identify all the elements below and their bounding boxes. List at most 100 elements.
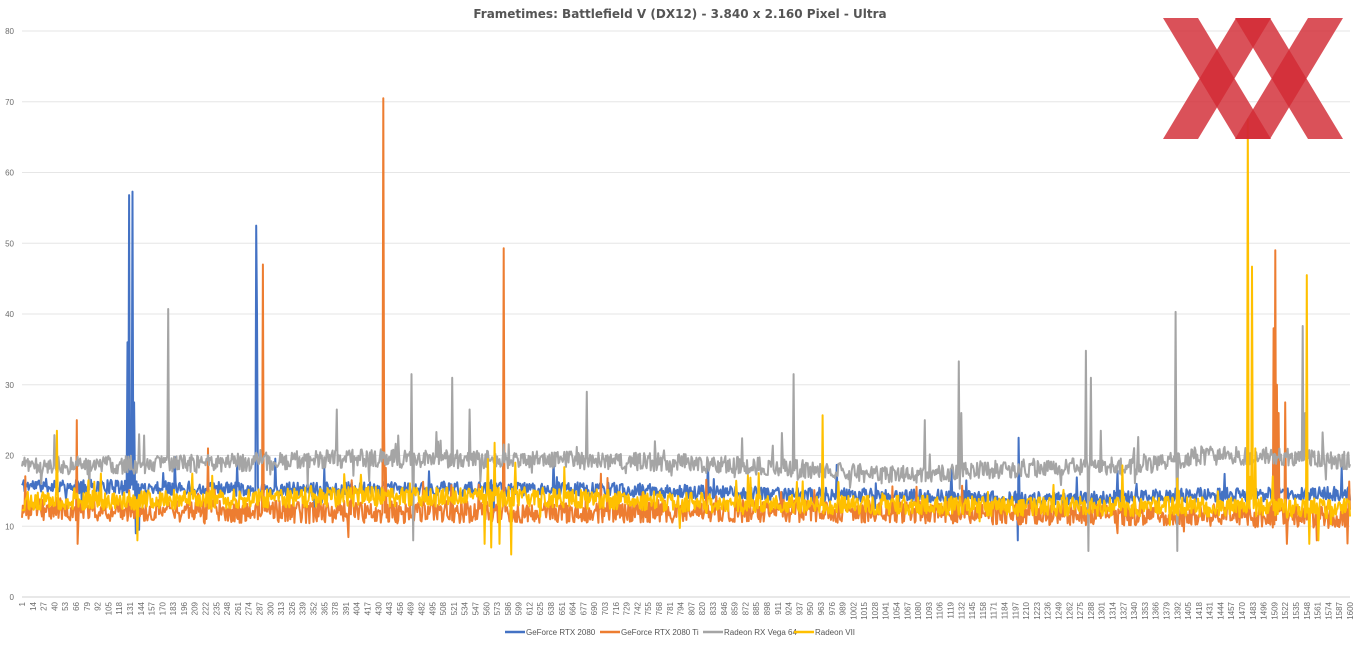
x-tick-label: 66 [72,601,81,610]
x-tick-label: 1288 [1087,601,1096,619]
x-tick-label: 391 [342,601,351,615]
x-tick-label: 768 [655,601,664,615]
x-tick-label: 183 [169,601,178,615]
x-tick-label: 1470 [1238,601,1247,619]
x-tick-label: 729 [623,601,632,615]
y-tick-label: 70 [5,98,14,107]
x-tick-label: 963 [817,601,826,615]
x-tick-label: 300 [266,601,275,615]
x-tick-label: 1327 [1119,601,1128,619]
x-tick-label: 703 [601,601,610,615]
x-tick-label: 677 [579,601,588,615]
x-tick-label: 274 [245,601,254,615]
x-tick-label: 1119 [947,601,956,618]
x-tick-label: 1262 [1065,601,1074,619]
x-tick-label: 651 [558,601,567,615]
x-tick-label: 638 [547,601,556,615]
x-tick-label: 1379 [1162,601,1171,619]
x-tick-label: 118 [115,601,124,614]
x-tick-label: 14 [29,601,38,610]
logo-band [1235,18,1343,139]
x-tick-label: 833 [709,601,718,615]
x-tick-label: 326 [288,601,297,615]
x-tick-label: 1223 [1033,601,1042,619]
x-tick-label: 586 [504,601,513,615]
x-tick-label: 1236 [1044,601,1053,619]
x-tick-label: 534 [461,601,470,615]
x-tick-label: 40 [50,601,59,610]
y-axis-ticks: 0 10 20 30 40 50 60 70 80 [5,27,14,602]
x-tick-label: 521 [450,601,459,615]
x-tick-label: 144 [137,601,146,615]
x-tick-label: 443 [385,601,394,615]
x-tick-label: 755 [644,601,653,615]
x-tick-label: 131 [126,601,135,615]
x-tick-label: 79 [83,601,92,610]
y-tick-label: 50 [5,239,14,248]
x-tick-label: 196 [180,601,189,615]
x-tick-label: 716 [612,601,621,615]
x-tick-label: 27 [40,601,49,610]
x-tick-label: 1054 [893,601,902,619]
x-tick-label: 820 [698,601,707,615]
x-tick-label: 1405 [1184,601,1193,619]
x-tick-label: 911 [774,601,783,614]
x-tick-label: 1587 [1335,601,1344,619]
legend-item: GeForce RTX 2080 Ti [600,628,699,637]
xx-logo-watermark [1163,18,1343,139]
x-tick-label: 1548 [1303,601,1312,619]
x-tick-label: 508 [439,601,448,615]
x-tick-label: 365 [320,601,329,615]
x-tick-label: 1015 [860,601,869,619]
x-tick-label: 1 [18,601,27,606]
x-tick-label: 664 [569,601,578,615]
x-tick-label: 807 [687,601,696,615]
series-line-radeon-rx-vega-64 [21,308,1351,552]
x-tick-label: 989 [839,601,848,615]
x-tick-label: 612 [525,601,534,615]
legend-label: Radeon RX Vega 64 [724,628,797,637]
legend-item: GeForce RTX 2080 [505,628,596,637]
x-tick-label: 742 [633,601,642,615]
x-tick-label: 1067 [903,601,912,619]
x-tick-label: 92 [94,601,103,610]
x-tick-label: 378 [331,601,340,615]
x-tick-label: 1535 [1292,601,1301,619]
x-tick-label: 1431 [1206,601,1215,619]
x-tick-label: 1496 [1260,601,1269,619]
x-tick-label: 781 [666,601,675,615]
x-axis-ticks: 1 14 27 40 53 66 79 92 105 118 131 144 157 170 183 196 2… [18,601,1355,619]
x-tick-label: 469 [407,601,416,615]
legend-label: GeForce RTX 2080 Ti [621,628,699,637]
x-tick-label: 1132 [957,601,966,619]
x-tick-label: 313 [277,601,286,615]
x-tick-label: 794 [677,601,686,615]
x-tick-label: 1522 [1281,601,1290,619]
x-tick-label: 1249 [1054,601,1063,619]
x-tick-label: 105 [104,601,113,615]
y-tick-label: 60 [5,169,14,178]
series-line-geforce-rtx-2080-ti [21,97,1351,545]
y-tick-label: 20 [5,452,14,461]
x-tick-label: 1418 [1195,601,1204,619]
x-tick-label: 456 [396,601,405,615]
x-tick-label: 209 [191,601,200,615]
x-tick-label: 573 [493,601,502,615]
x-tick-label: 1184 [1001,601,1010,619]
x-tick-label: 1106 [936,601,945,619]
x-tick-label: 1574 [1324,601,1333,619]
x-tick-label: 976 [828,601,837,615]
x-tick-label: 1041 [882,601,891,619]
x-tick-label: 1002 [849,601,858,619]
x-tick-label: 417 [363,601,372,615]
x-tick-label: 1080 [914,601,923,619]
x-tick-label: 690 [590,601,599,615]
x-tick-label: 1158 [979,601,988,619]
legend-item: Radeon VII [794,628,855,637]
y-tick-label: 80 [5,27,14,36]
x-tick-label: 430 [374,601,383,615]
x-tick-label: 1093 [925,601,934,619]
x-tick-label: 924 [785,601,794,615]
x-tick-label: 222 [202,601,211,615]
